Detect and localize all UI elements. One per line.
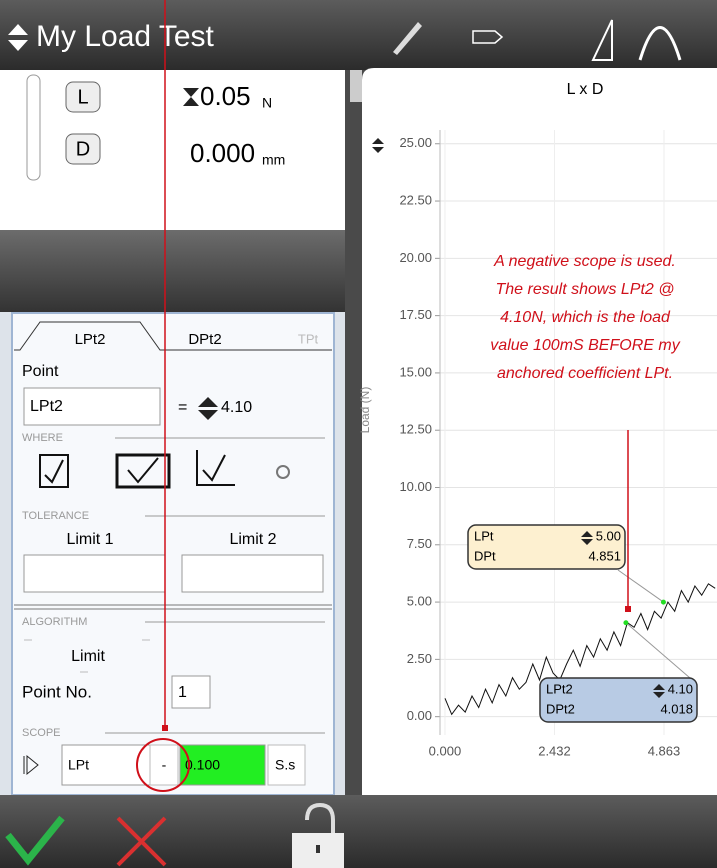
annotation: 4.10N, which is the load [500,309,671,326]
reading-unit: N [262,95,272,111]
input[interactable] [179,744,266,786]
callout-name: LPt2 [546,681,573,696]
accept-button[interactable] [5,815,65,866]
input-text: 1 [178,684,187,701]
annotation: anchored coefficient LPt. [497,365,673,382]
lock-shackle [305,802,335,833]
diamond [581,531,593,545]
input-text: LPt [68,757,89,773]
data-line [444,583,716,716]
tab[interactable]: DPt2 [188,331,221,348]
form-panel [11,312,335,796]
y-tick-label: 0.00 [407,708,432,723]
callout-name: LPt [474,528,494,543]
x-tick-label: 2.432 [538,743,571,758]
unit: S.s [275,757,295,773]
y-tick-label: 17.50 [399,307,432,322]
annotation: The result shows LPt2 @ [496,281,675,298]
callout-name: DPt [474,548,496,563]
label: Point [22,363,59,380]
hourglass-icon [183,88,199,106]
unit-button[interactable] [267,744,306,786]
bottom-bar [0,795,717,868]
point-value: 4.10 [221,399,252,416]
reading-unit: mm [262,152,285,168]
where-option[interactable] [39,454,69,488]
x-tick-label: 4.863 [648,743,681,758]
where-option[interactable] [276,465,290,479]
y-tick-label: 2.50 [407,651,432,666]
input-text: LPt2 [30,398,63,415]
input-text: 0.100 [185,757,220,773]
callout-value: 4.018 [660,701,693,716]
y-axis-label: Load (N) [358,387,372,434]
point-marker [623,620,629,626]
callout-value: 4.10 [668,681,693,696]
button-label: L [77,86,88,108]
reading-value: 0.000 [190,138,255,168]
y-tick-label: 5.00 [407,594,432,609]
input[interactable] [181,554,324,593]
callout-value: 4.851 [588,548,621,563]
app-title: My Load Test [36,20,215,53]
y-tick-label: 22.50 [399,192,432,207]
annotation-dot [625,606,631,612]
input[interactable] [23,554,166,593]
probe-icon[interactable] [472,30,504,44]
tab[interactable]: LPt2 [75,331,106,348]
callout-connector [617,569,664,603]
x-tick-label: 0.000 [429,743,462,758]
where-option[interactable] [115,453,171,489]
equals: = [178,399,187,416]
strip [350,70,362,102]
sign: - [162,757,167,773]
chart-card [362,68,717,795]
input[interactable] [171,675,211,709]
sign-button[interactable] [149,744,179,786]
chart-title: L x D [567,81,604,98]
play-icon[interactable] [23,754,39,776]
y-tick-label: 10.00 [399,479,432,494]
button[interactable] [65,81,101,113]
y-tick-label: 12.50 [399,422,432,437]
highlight-circle [136,738,190,792]
pencil-icon[interactable] [393,22,422,55]
slope-icon[interactable] [591,19,613,61]
y-tick-label: 15.00 [399,364,432,379]
slider[interactable] [26,74,41,181]
input[interactable] [23,387,161,426]
select-text: Limit [71,648,105,665]
y-tick-label: 7.50 [407,536,432,551]
cancel-button[interactable] [116,816,167,867]
callout-value: 5.00 [596,528,621,543]
section-label: TOLERANCE [22,510,89,522]
peak-icon[interactable] [638,26,682,61]
top-bar [0,0,717,70]
tab[interactable]: TPt [298,331,319,346]
label: Point No. [22,682,92,701]
section-label: SCOPE [22,727,61,739]
label: Limit 2 [229,531,276,548]
button-label: D [76,138,90,160]
annotation: A negative scope is used. [493,253,676,270]
band [0,230,345,312]
where-option[interactable] [196,450,235,486]
reading-value: 0.05 [200,81,251,111]
y-tick-label: 20.00 [399,250,432,265]
section-label: WHERE [22,432,63,444]
readings-panel [0,70,345,230]
annotation: value 100mS BEFORE my [490,337,680,354]
button[interactable] [65,133,101,165]
point-marker [660,599,666,605]
y-tick-label: 25.00 [399,135,432,150]
input[interactable] [61,744,151,786]
callout-connector [625,622,691,679]
diamond [653,684,665,698]
label: Limit 1 [66,531,113,548]
tab-outline [14,321,332,351]
sort-icon[interactable] [8,24,28,51]
section-label: ALGORITHM [22,616,87,628]
callout-name: DPt2 [546,701,575,716]
